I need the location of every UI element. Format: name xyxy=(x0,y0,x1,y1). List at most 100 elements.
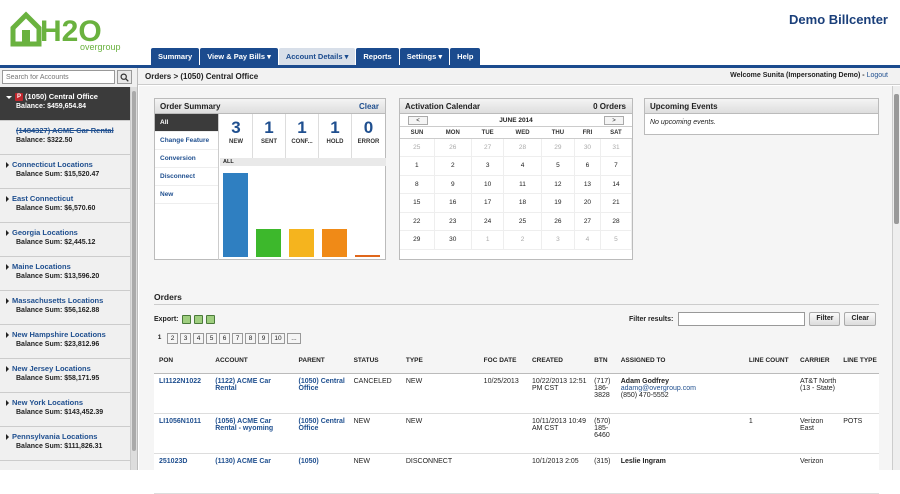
page-link[interactable]: 4 xyxy=(193,333,204,344)
export-excel-icon[interactable] xyxy=(181,315,191,324)
calendar-next-button[interactable]: > xyxy=(604,116,624,125)
account-item[interactable]: P (1050) Central Office Balance: $459,654.… xyxy=(0,87,130,121)
column-header[interactable]: FOC DATE xyxy=(478,348,527,374)
calendar-day[interactable]: 2 xyxy=(434,156,473,176)
calendar-day[interactable]: 25 xyxy=(503,212,542,231)
calendar-day[interactable]: 19 xyxy=(541,193,575,213)
calendar-day[interactable]: 2 xyxy=(503,230,542,250)
stat-confirmed[interactable]: 1 CONF... xyxy=(286,114,319,158)
page-link[interactable]: 2 xyxy=(167,333,178,344)
account-item[interactable]: Maine Locations Balance Sum: $13,596.20 xyxy=(0,257,130,291)
calendar-day[interactable]: 1 xyxy=(471,230,505,250)
calendar-day[interactable]: 1 xyxy=(400,156,435,176)
account-name[interactable]: Massachusetts Locations xyxy=(6,296,126,305)
page-link[interactable]: 5 xyxy=(206,333,217,344)
calendar-day[interactable]: 10 xyxy=(471,175,505,194)
account-name[interactable]: East Connecticut xyxy=(6,194,126,203)
expand-arrow-icon[interactable] xyxy=(6,95,12,99)
calendar-day[interactable]: 16 xyxy=(434,193,473,213)
account-item[interactable]: New Jersey Locations Balance Sum: $58,171… xyxy=(0,359,130,393)
calendar-day[interactable]: 28 xyxy=(503,138,542,157)
calendar-day[interactable]: 23 xyxy=(434,212,473,231)
page-link[interactable]: 1 xyxy=(157,334,162,341)
calendar-prev-button[interactable]: < xyxy=(408,116,428,125)
order-row[interactable]: LI1056N1011 (1056) ACME Car Rental - wyom… xyxy=(154,413,879,454)
bar-error[interactable] xyxy=(355,255,380,257)
calendar-day[interactable]: 30 xyxy=(434,230,473,250)
calendar-day[interactable]: 5 xyxy=(600,230,633,250)
clear-filter-button[interactable]: Clear xyxy=(844,312,876,326)
logout-link[interactable]: Logout xyxy=(866,72,888,79)
calendar-day[interactable]: 21 xyxy=(600,193,633,213)
tab-reports[interactable]: Reports xyxy=(356,48,399,65)
filter-new[interactable]: New xyxy=(155,186,218,204)
column-header[interactable]: TYPE xyxy=(400,348,479,374)
sidebar-scrollbar[interactable] xyxy=(130,87,137,470)
column-header[interactable]: STATUS xyxy=(348,348,401,374)
column-header[interactable]: CREATED xyxy=(526,348,590,374)
calendar-day[interactable]: 25 xyxy=(400,138,435,157)
pon-link[interactable]: LI1122N1022 xyxy=(159,377,202,385)
account-item[interactable]: New York Locations Balance Sum: $143,452.… xyxy=(0,393,130,427)
account-name[interactable]: New Hampshire Locations xyxy=(6,330,126,339)
calendar-day[interactable]: 7 xyxy=(600,156,633,176)
expand-arrow-icon[interactable] xyxy=(6,162,9,169)
expand-arrow-icon[interactable] xyxy=(6,264,9,271)
pon-link[interactable]: 251023D xyxy=(159,457,188,465)
account-link[interactable]: (1130) ACME Car xyxy=(215,457,272,465)
account-name[interactable]: Pennsylvania Locations xyxy=(6,432,126,441)
account-name[interactable]: P (1050) Central Office xyxy=(6,92,126,102)
calendar-day[interactable]: 26 xyxy=(541,212,575,231)
account-link[interactable]: (1056) ACME Car Rental - wyoming xyxy=(215,417,274,432)
calendar-day[interactable]: 31 xyxy=(600,138,633,157)
calendar-day[interactable]: 14 xyxy=(600,175,633,194)
calendar-day[interactable]: 4 xyxy=(503,156,542,176)
calendar-day[interactable]: 29 xyxy=(541,138,575,157)
parent-link[interactable]: (1050) Central Office xyxy=(298,377,345,392)
account-item[interactable]: Georgia Locations Balance Sum: $2,445.12 xyxy=(0,223,130,257)
column-header[interactable]: CARRIER xyxy=(794,348,839,374)
stat-new[interactable]: 3 NEW xyxy=(220,114,253,158)
export-csv-icon[interactable] xyxy=(193,315,203,324)
account-link[interactable]: (1122) ACME Car Rental xyxy=(215,377,272,392)
expand-arrow-icon[interactable] xyxy=(6,366,9,373)
page-link[interactable]: 7 xyxy=(232,333,243,344)
page-link[interactable]: 10 xyxy=(271,333,285,344)
calendar-day[interactable]: 27 xyxy=(471,138,505,157)
tab-account-details[interactable]: Account Details ▾ xyxy=(278,48,356,65)
calendar-day[interactable]: 27 xyxy=(574,212,601,231)
calendar-day[interactable]: 22 xyxy=(400,212,435,231)
calendar-day[interactable]: 5 xyxy=(541,156,575,176)
bar-sent[interactable] xyxy=(256,229,281,257)
calendar-day[interactable]: 3 xyxy=(471,156,505,176)
expand-arrow-icon[interactable] xyxy=(6,230,9,237)
calendar-day[interactable]: 28 xyxy=(600,212,633,231)
filter-change-feature[interactable]: Change Feature xyxy=(155,132,218,150)
account-item[interactable]: Pennsylvania Locations Balance Sum: $111,… xyxy=(0,427,130,461)
tab-help[interactable]: Help xyxy=(450,48,481,65)
order-row[interactable]: 251023D (1130) ACME Car (1050) NEW DISCONNEC… xyxy=(154,453,879,494)
account-name[interactable]: New Jersey Locations xyxy=(6,364,126,373)
column-header[interactable]: BTN xyxy=(589,348,616,374)
calendar-day[interactable]: 4 xyxy=(574,230,601,250)
parent-link[interactable]: (1050) xyxy=(298,457,319,465)
calendar-day[interactable]: 3 xyxy=(541,230,575,250)
calendar-day[interactable]: 9 xyxy=(434,175,473,194)
bar-hold[interactable] xyxy=(322,229,347,257)
column-header[interactable]: LINE COUNT xyxy=(743,348,795,374)
account-search-input[interactable] xyxy=(2,70,115,84)
h2o-logo[interactable]: H2O overgroup xyxy=(10,8,125,54)
account-name[interactable]: (1484327) ACME Car Rental xyxy=(6,126,126,135)
filter-all[interactable]: All xyxy=(155,114,218,132)
column-header[interactable]: PARENT xyxy=(293,348,349,374)
page-scrollbar[interactable] xyxy=(892,86,900,470)
order-row[interactable]: LI1122N1022 (1122) ACME Car Rental (1050) … xyxy=(154,373,879,414)
filter-button[interactable]: Filter xyxy=(809,312,841,326)
expand-arrow-icon[interactable] xyxy=(6,332,9,339)
account-item[interactable]: Connecticut Locations Balance Sum: $15,52… xyxy=(0,155,130,189)
export-spreadsheet-icon[interactable] xyxy=(205,315,215,324)
calendar-day[interactable]: 20 xyxy=(574,193,601,213)
account-name[interactable]: Georgia Locations xyxy=(6,228,126,237)
account-name[interactable]: Maine Locations xyxy=(6,262,126,271)
page-link[interactable]: 9 xyxy=(258,333,269,344)
